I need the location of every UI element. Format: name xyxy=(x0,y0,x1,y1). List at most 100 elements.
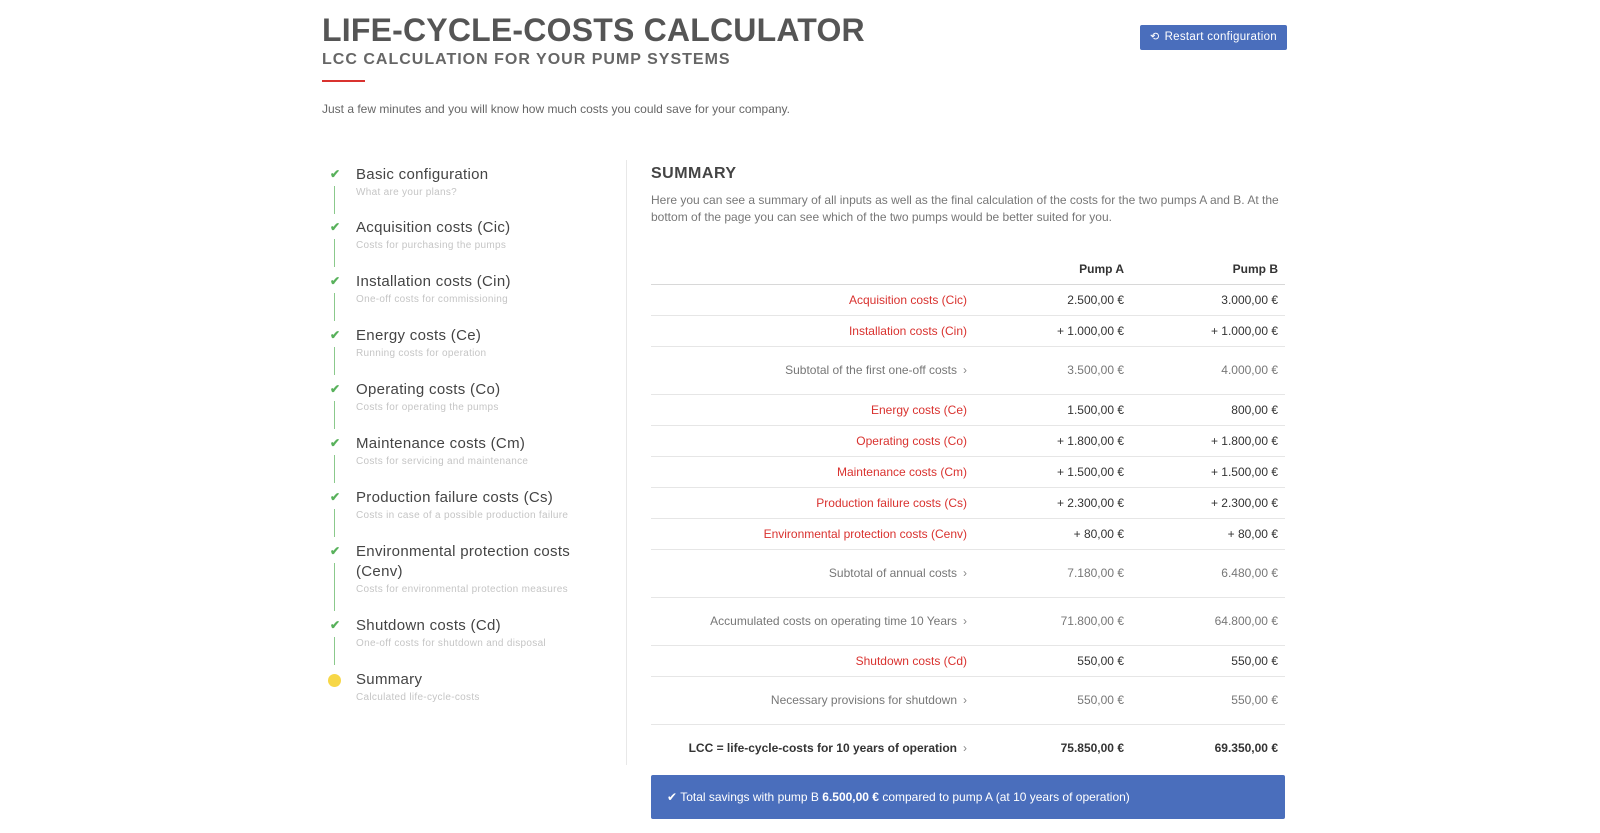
subtotal-row[interactable]: Accumulated costs on operating time 10 Y… xyxy=(651,597,1285,646)
step-connector xyxy=(334,455,335,483)
step-description: Costs for purchasing the pumps xyxy=(356,240,507,251)
subtotal-row[interactable]: Subtotal of the first one-off costs › 3.5… xyxy=(651,346,1285,395)
value-pump-b: + 1.000,00 € xyxy=(1131,315,1285,347)
row-label: Accumulated costs on operating time 10 Y… xyxy=(710,614,957,628)
header-pump-b: Pump B xyxy=(1131,254,1285,285)
page-subtitle: LCC CALCULATION FOR YOUR PUMP SYSTEMS xyxy=(322,51,731,68)
value-pump-b: 550,00 € xyxy=(1131,645,1285,677)
check-icon: ✔ xyxy=(667,790,678,804)
step-label: Maintenance costs (Cm) xyxy=(356,435,526,452)
summary-title: SUMMARY xyxy=(651,165,737,182)
value-pump-a: 1.500,00 € xyxy=(976,394,1131,426)
dot-icon xyxy=(328,674,341,687)
check-icon: ✔ xyxy=(330,382,341,396)
value-pump-b: 64.800,00 € xyxy=(1131,597,1285,646)
check-icon: ✔ xyxy=(330,436,341,450)
step-label: Environmental protection costs (Cenv) xyxy=(356,543,571,580)
step-label: Installation costs (Cin) xyxy=(356,273,511,290)
value-pump-a: 71.800,00 € xyxy=(976,597,1131,646)
step-production-failure-costs[interactable]: ✔ Production failure costs (Cs) Costs in… xyxy=(322,488,622,542)
intro-text: Just a few minutes and you will know how… xyxy=(322,102,790,116)
check-icon: ✔ xyxy=(330,328,341,342)
table-row: Production failure costs (Cs) + 2.300,00… xyxy=(651,487,1285,519)
total-row[interactable]: LCC = life-cycle-costs for 10 years of o… xyxy=(651,724,1285,772)
value-pump-b: 69.350,00 € xyxy=(1214,741,1278,756)
header-pump-a: Pump A xyxy=(976,254,1131,285)
table-header-row: Pump A Pump B xyxy=(651,254,1285,285)
row-label: Maintenance costs (Cm) xyxy=(651,456,976,488)
value-pump-b: + 2.300,00 € xyxy=(1131,487,1285,519)
row-label: Shutdown costs (Cd) xyxy=(651,645,976,677)
step-acquisition-costs[interactable]: ✔ Acquisition costs (Cic) Costs for purc… xyxy=(322,218,622,272)
row-label: Installation costs (Cin) xyxy=(651,315,976,347)
check-icon: ✔ xyxy=(330,220,341,234)
row-label: Subtotal of annual costs xyxy=(828,566,957,580)
row-label: Necessary provisions for shutdown xyxy=(770,693,957,707)
value-pump-b: + 80,00 € xyxy=(1131,518,1285,550)
value-pump-b: + 1.800,00 € xyxy=(1131,425,1285,457)
step-label: Acquisition costs (Cic) xyxy=(356,219,511,236)
step-installation-costs[interactable]: ✔ Installation costs (Cin) One-off costs… xyxy=(322,272,622,326)
column-divider xyxy=(626,160,627,765)
check-icon: ✔ xyxy=(330,544,341,558)
value-pump-a: + 2.300,00 € xyxy=(976,487,1131,519)
row-label: Subtotal of the first one-off costs xyxy=(785,363,957,377)
step-connector xyxy=(334,186,335,214)
step-description: One-off costs for commissioning xyxy=(356,294,508,305)
value-pump-b: + 1.500,00 € xyxy=(1131,456,1285,488)
chevron-right-icon[interactable]: › xyxy=(963,741,967,756)
step-environmental-protection-costs[interactable]: ✔ Environmental protection costs (Cenv) … xyxy=(322,542,572,616)
subtotal-row[interactable]: Subtotal of annual costs › 7.180,00 € 6.4… xyxy=(651,549,1285,598)
cost-table: Pump A Pump B Acquisition costs (Cic) 2.… xyxy=(651,254,1285,772)
value-pump-b: 550,00 € xyxy=(1131,676,1285,725)
chevron-right-icon[interactable]: › xyxy=(963,566,967,580)
chevron-right-icon[interactable]: › xyxy=(963,693,967,707)
title-underline xyxy=(322,80,365,82)
table-row: Operating costs (Co) + 1.800,00 € + 1.80… xyxy=(651,425,1285,457)
summary-text: Here you can see a summary of all inputs… xyxy=(651,193,1279,224)
chevron-right-icon[interactable]: › xyxy=(963,363,967,377)
row-label: Operating costs (Co) xyxy=(651,425,976,457)
step-connector xyxy=(334,347,335,375)
check-icon: ✔ xyxy=(330,167,341,181)
row-label: Energy costs (Ce) xyxy=(651,394,976,426)
step-label: Production failure costs (Cs) xyxy=(356,489,554,506)
step-maintenance-costs[interactable]: ✔ Maintenance costs (Cm) Costs for servi… xyxy=(322,434,622,488)
page-header: LIFE-CYCLE-COSTS CALCULATOR LCC CALCULAT… xyxy=(322,10,1287,130)
chevron-right-icon[interactable]: › xyxy=(963,614,967,628)
step-description: Costs for servicing and maintenance xyxy=(356,456,529,467)
step-description: Costs in case of a possible production f… xyxy=(356,510,569,521)
step-description: Costs for operating the pumps xyxy=(356,402,499,413)
value-pump-a: 2.500,00 € xyxy=(976,284,1131,316)
step-label: Basic configuration xyxy=(356,166,489,183)
step-connector xyxy=(334,563,335,611)
value-pump-a: + 1.500,00 € xyxy=(976,456,1131,488)
table-row: Maintenance costs (Cm) + 1.500,00 € + 1.… xyxy=(651,456,1285,488)
step-basic-configuration[interactable]: ✔ Basic configuration What are your plan… xyxy=(322,165,622,218)
value-pump-b: 3.000,00 € xyxy=(1131,284,1285,316)
subtotal-row[interactable]: Necessary provisions for shutdown › 550,0… xyxy=(651,676,1285,725)
step-summary[interactable]: Summary Calculated life-cycle-costs xyxy=(322,670,622,710)
step-shutdown-costs[interactable]: ✔ Shutdown costs (Cd) One-off costs for … xyxy=(322,616,622,670)
row-label: Production failure costs (Cs) xyxy=(651,487,976,519)
step-label: Operating costs (Co) xyxy=(356,381,501,398)
step-label: Energy costs (Ce) xyxy=(356,327,482,344)
value-pump-a: + 1.800,00 € xyxy=(976,425,1131,457)
step-operating-costs[interactable]: ✔ Operating costs (Co) Costs for operati… xyxy=(322,380,622,434)
value-pump-b: 800,00 € xyxy=(1131,394,1285,426)
restart-configuration-button[interactable]: ⟲ Restart configuration xyxy=(1140,25,1287,50)
step-description: Running costs for operation xyxy=(356,348,487,359)
step-energy-costs[interactable]: ✔ Energy costs (Ce) Running costs for op… xyxy=(322,326,622,380)
step-connector xyxy=(334,637,335,665)
check-icon: ✔ xyxy=(330,490,341,504)
value-pump-a: 7.180,00 € xyxy=(976,549,1131,598)
row-label: Acquisition costs (Cic) xyxy=(651,284,976,316)
row-label: LCC = life-cycle-costs for 10 years of o… xyxy=(688,741,957,756)
row-label: Environmental protection costs (Cenv) xyxy=(651,518,976,550)
step-description: Costs for environmental protection measu… xyxy=(356,584,568,595)
savings-amount: 6.500,00 € xyxy=(822,790,879,804)
step-label: Shutdown costs (Cd) xyxy=(356,617,501,634)
table-row: Energy costs (Ce) 1.500,00 € 800,00 € xyxy=(651,394,1285,426)
savings-pre: Total savings with pump B xyxy=(680,790,819,804)
table-row: Shutdown costs (Cd) 550,00 € 550,00 € xyxy=(651,645,1285,677)
